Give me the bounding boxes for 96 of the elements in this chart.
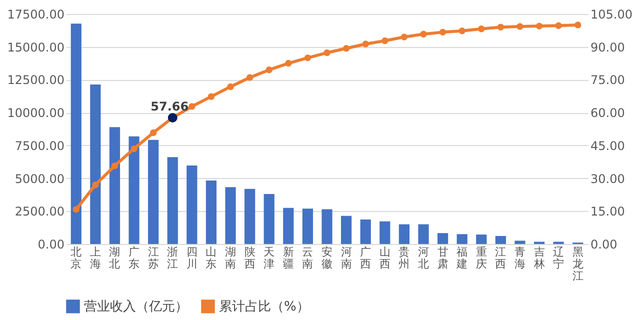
- bar: [418, 224, 429, 244]
- point: [420, 30, 427, 38]
- point: [478, 26, 485, 32]
- point: [382, 37, 388, 44]
- bar: [283, 208, 294, 244]
- bar: [70, 24, 82, 244]
- x-tick-label: 黑龙江: [572, 246, 584, 282]
- bar: [495, 236, 506, 244]
- point: [555, 22, 562, 29]
- bar: [476, 234, 487, 244]
- x-tick-label: 湖南: [225, 246, 236, 270]
- bar: [186, 166, 198, 244]
- x-tick-label: 四川: [186, 246, 198, 270]
- point: [150, 129, 157, 136]
- x-tick-label: 吉林: [532, 246, 545, 270]
- x-tick-label: 江西: [495, 246, 506, 270]
- x-tick-label: 天津: [264, 246, 275, 270]
- bar: [90, 84, 101, 244]
- x-tick-label: 甘肃: [437, 246, 448, 270]
- x-tick-label: 安徽: [322, 246, 332, 270]
- bar: [148, 140, 159, 244]
- bar: [514, 240, 526, 244]
- bar: [109, 127, 120, 244]
- y2-tick-label: 90.00: [590, 40, 625, 54]
- point: [497, 24, 504, 30]
- point: [400, 34, 408, 40]
- x-tick-label: 辽宁: [553, 246, 564, 270]
- x-tick-label: 湖北: [109, 246, 120, 270]
- point: [266, 66, 272, 74]
- point: [130, 145, 138, 152]
- x-tick-label: 北京: [70, 246, 82, 270]
- legend-label: 累计占比（%）: [219, 299, 310, 314]
- x-tick-label: 江苏: [148, 246, 159, 270]
- y-tick-label: 12500.00: [7, 73, 64, 88]
- point: [439, 28, 446, 36]
- x-tick-label: 陕西: [244, 246, 256, 270]
- x-tick-label: 新疆: [282, 246, 294, 270]
- x-tick-label: 贵州: [398, 246, 410, 270]
- point: [574, 22, 582, 28]
- y2-tick-label: 105.00: [590, 8, 632, 22]
- bar: [456, 234, 468, 244]
- y-tick-label: 2500.00: [14, 204, 64, 219]
- point: [285, 60, 292, 67]
- bar: [244, 188, 256, 244]
- point: [208, 93, 215, 100]
- data-label: 57.66: [150, 100, 189, 114]
- x-tick-label: 青海: [514, 246, 526, 270]
- point: [342, 45, 350, 52]
- y2-tick-label: 60.00: [590, 106, 625, 120]
- bar: [206, 180, 217, 244]
- point: [72, 206, 80, 213]
- bar: [360, 220, 371, 244]
- x-tick-label: 广东: [128, 246, 140, 270]
- point: [92, 182, 99, 188]
- y-tick-label: 10000.00: [7, 106, 64, 120]
- y-tick-label: 5000.00: [14, 172, 64, 186]
- y2-tick-label: 75.00: [590, 73, 625, 88]
- y2-tick-label: 0.00: [590, 238, 618, 252]
- x-tick-label: 广西: [360, 246, 372, 270]
- y-tick-label: 0.00: [38, 238, 64, 252]
- bar: [167, 157, 178, 244]
- y2-tick-label: 30.00: [590, 172, 625, 186]
- x-tick-label: 山东: [206, 246, 217, 270]
- point: [111, 162, 118, 170]
- point: [536, 22, 543, 30]
- x-tick-label: 福建: [456, 246, 468, 270]
- x-tick-label: 重庆: [476, 246, 487, 270]
- bar: [128, 136, 140, 244]
- legend-label: 营业收入（亿元）: [84, 299, 188, 314]
- point: [304, 54, 312, 62]
- point: [246, 74, 254, 81]
- x-tick-label: 山西: [379, 246, 390, 270]
- x-tick-label: 河南: [340, 246, 352, 270]
- y2-tick-label: 15.00: [590, 204, 625, 219]
- y-tick-label: 7500.00: [14, 138, 64, 153]
- y2-tick-label: 45.00: [590, 138, 625, 153]
- point: [458, 28, 466, 34]
- y-tick-label: 15000.00: [7, 40, 64, 54]
- bar: [225, 187, 236, 244]
- x-tick-label: 云南: [302, 246, 314, 270]
- bar: [264, 194, 274, 244]
- x-tick-label: 河北: [418, 246, 429, 270]
- y-tick-label: 17500.00: [7, 8, 64, 22]
- x-tick-label: 上海: [90, 246, 101, 270]
- bar: [398, 224, 410, 244]
- bar: [322, 209, 332, 244]
- bar: [340, 216, 352, 244]
- point: [362, 40, 369, 48]
- bar: [437, 233, 448, 244]
- bar: [302, 208, 314, 244]
- bar: [380, 221, 390, 244]
- point: [227, 83, 234, 90]
- point: [516, 23, 524, 30]
- point: [324, 49, 330, 56]
- x-tick-label: 浙江: [167, 246, 178, 270]
- point: [188, 103, 196, 110]
